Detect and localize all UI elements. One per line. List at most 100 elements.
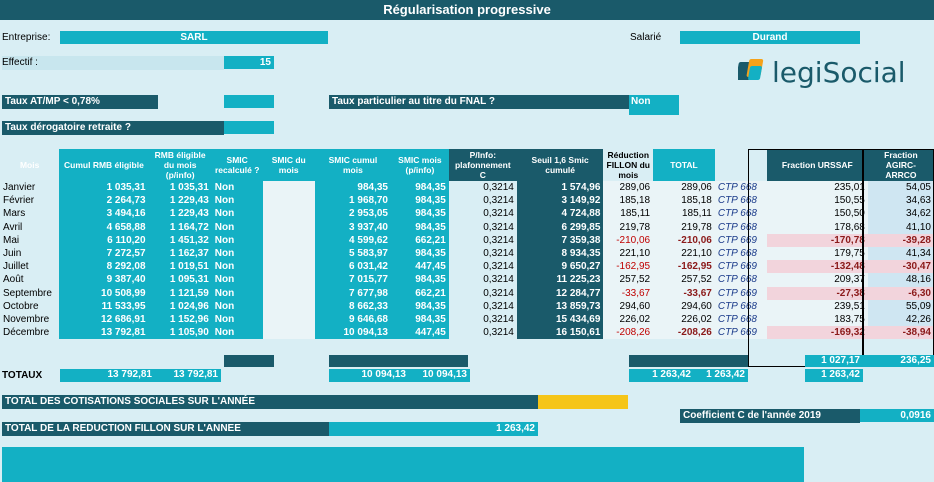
cell-seuil: 4 724,88 <box>516 207 604 221</box>
cell-cumul-rmb: 6 110,20 <box>59 233 149 247</box>
cell-plafonnement: 0,3214 <box>448 260 517 274</box>
cell-smic-du-mois <box>262 260 315 274</box>
cell-cumul-rmb: 3 494,16 <box>59 207 149 221</box>
cell-smic-du-mois <box>262 194 315 208</box>
cell-mois: Juillet <box>3 261 29 273</box>
table-row: Août 9 387,40 1 095,31 Non 7 015,77 984,35 0,3… <box>0 273 934 287</box>
totaux-smic-cumul: 10 094,13 <box>329 369 409 382</box>
total-reduction-field[interactable]: 1 263,42 <box>329 422 538 436</box>
cell-mois: Mars <box>3 208 26 220</box>
logo-wordmark: legiSocial <box>772 56 906 89</box>
table-row: Décembre 13 792,81 1 105,90 Non 10 094,13 447… <box>0 326 934 340</box>
cell-smic-cumul: 7 677,98 <box>314 286 391 300</box>
cell-smic-mois: 984,35 <box>390 194 449 208</box>
coefficient-field[interactable]: 0,0916 <box>860 409 934 422</box>
cell-ctp: CTP 668 <box>714 181 767 195</box>
cell-rmb-mois: 1 019,51 <box>148 260 212 274</box>
cell-urssaf: 178,68 <box>766 220 868 234</box>
table-row: Mai 6 110,20 1 451,32 Non 4 599,62 662,21 0,32… <box>0 233 934 247</box>
cell-reduction: -33,67 <box>603 286 654 300</box>
spacer-bar <box>224 355 274 367</box>
cell-total: -33,67 <box>653 286 715 300</box>
header-seuil: Seuil 1,6 Smic cumulé <box>516 149 604 181</box>
salarie-field[interactable]: Durand <box>680 31 860 44</box>
cell-urssaf: -169,32 <box>766 326 868 340</box>
cell-reduction: 185,18 <box>603 194 654 208</box>
cell-smic-cumul: 2 953,05 <box>314 207 391 221</box>
cell-smic-du-mois <box>262 312 315 327</box>
cell-rmb-mois: 1 451,32 <box>148 233 212 247</box>
cell-cumul-rmb: 7 272,57 <box>59 246 149 261</box>
cell-seuil: 3 149,92 <box>516 194 604 208</box>
cell-agirc: 54,05 <box>867 181 934 195</box>
cell-smic-recalcule: Non <box>211 273 263 287</box>
cell-smic-mois: 447,45 <box>390 326 449 340</box>
header-smic-mois-info: SMIC mois (p/info) <box>390 149 449 181</box>
cell-mois: Février <box>3 195 35 207</box>
cell-urssaf: 150,55 <box>766 194 868 208</box>
cell-reduction: 294,60 <box>603 299 654 313</box>
cell-reduction: -210,06 <box>603 233 654 247</box>
cell-smic-mois: 984,35 <box>390 207 449 221</box>
cell-smic-recalcule: Non <box>211 260 263 274</box>
header-plafonnement: P/Info: plafonnement C <box>448 149 517 181</box>
totaux-cumul: 13 792,81 <box>60 369 155 382</box>
cell-ctp: CTP 669 <box>714 286 767 300</box>
cell-smic-du-mois <box>262 181 315 195</box>
legisocial-logo-icon <box>736 56 770 86</box>
cell-smic-recalcule: Non <box>211 220 263 234</box>
cell-agirc: 41,10 <box>867 220 934 234</box>
taux-fnal-field[interactable]: Non <box>629 95 679 115</box>
totaux-smic-mois: 10 094,13 <box>409 369 470 382</box>
taux-fnal-label: Taux particulier au titre du FNAL ? <box>329 95 629 109</box>
entreprise-label: Entreprise: <box>2 32 51 43</box>
cell-smic-recalcule: Non <box>211 246 263 261</box>
cell-smic-mois: 984,35 <box>390 246 449 261</box>
cell-total: -208,26 <box>653 326 715 340</box>
cell-reduction: 221,10 <box>603 246 654 261</box>
cell-smic-mois: 662,21 <box>390 233 449 247</box>
cell-mois: Octobre <box>3 300 39 312</box>
header-cumul-rmb: Cumul RMB éligible <box>59 149 149 181</box>
table-row: Janvier 1 035,31 1 035,31 Non 984,35 984,35 0,… <box>0 181 934 195</box>
table-row: Novembre 12 686,91 1 152,96 Non 9 646,68 984,… <box>0 312 934 327</box>
spacer-bar-2 <box>329 355 468 367</box>
cell-total: 294,60 <box>653 299 715 313</box>
urssaf-frame <box>748 149 863 367</box>
taux-derog-field[interactable] <box>224 121 274 134</box>
cell-total: 185,18 <box>653 194 715 208</box>
cell-plafonnement: 0,3214 <box>448 220 517 234</box>
table-row: Juin 7 272,57 1 162,37 Non 5 583,97 984,35 0,3… <box>0 246 934 261</box>
cell-smic-recalcule: Non <box>211 326 263 340</box>
logo-text-legi: legi <box>772 56 823 89</box>
cell-urssaf: 183,75 <box>766 312 868 327</box>
cell-cumul-rmb: 13 792,81 <box>59 326 149 340</box>
entreprise-field[interactable]: SARL <box>60 31 328 44</box>
total-cotisations-field[interactable] <box>538 395 628 409</box>
cell-rmb-mois: 1 164,72 <box>148 220 212 234</box>
cell-smic-cumul: 9 646,68 <box>314 312 391 327</box>
cell-rmb-mois: 1 162,37 <box>148 246 212 261</box>
table-row: Juillet 8 292,08 1 019,51 Non 6 031,42 447,45… <box>0 260 934 274</box>
cell-smic-cumul: 984,35 <box>314 181 391 195</box>
regularisation-table: Mois Cumul RMB éligible RMB éligible du … <box>0 149 934 340</box>
taux-derog-label: Taux dérogatoire retraite ? <box>2 121 224 135</box>
cell-reduction: -208,26 <box>603 326 654 340</box>
coefficient-label: Coefficient C de l'année 2019 <box>680 409 860 423</box>
cell-smic-mois: 984,35 <box>390 220 449 234</box>
cell-mois: Septembre <box>3 287 52 299</box>
sum-agirc: 236,25 <box>863 355 934 367</box>
cell-agirc: 34,63 <box>867 194 934 208</box>
cell-urssaf: -27,38 <box>766 286 868 300</box>
cell-urssaf: -132,48 <box>766 260 868 274</box>
cell-rmb-mois: 1 105,90 <box>148 326 212 340</box>
salarie-label: Salarié <box>630 32 662 43</box>
cell-smic-mois: 447,45 <box>390 260 449 274</box>
taux-atmp-field[interactable] <box>224 95 274 108</box>
table-row: Février 2 264,73 1 229,43 Non 1 968,70 984,35… <box>0 194 934 208</box>
cell-urssaf: 150,50 <box>766 207 868 221</box>
effectif-field[interactable]: 15 <box>224 56 274 69</box>
cell-plafonnement: 0,3214 <box>448 286 517 300</box>
header-fraction-agirc: Fraction AGIRC-ARRCO <box>867 149 934 181</box>
cell-reduction: 289,06 <box>603 181 654 195</box>
